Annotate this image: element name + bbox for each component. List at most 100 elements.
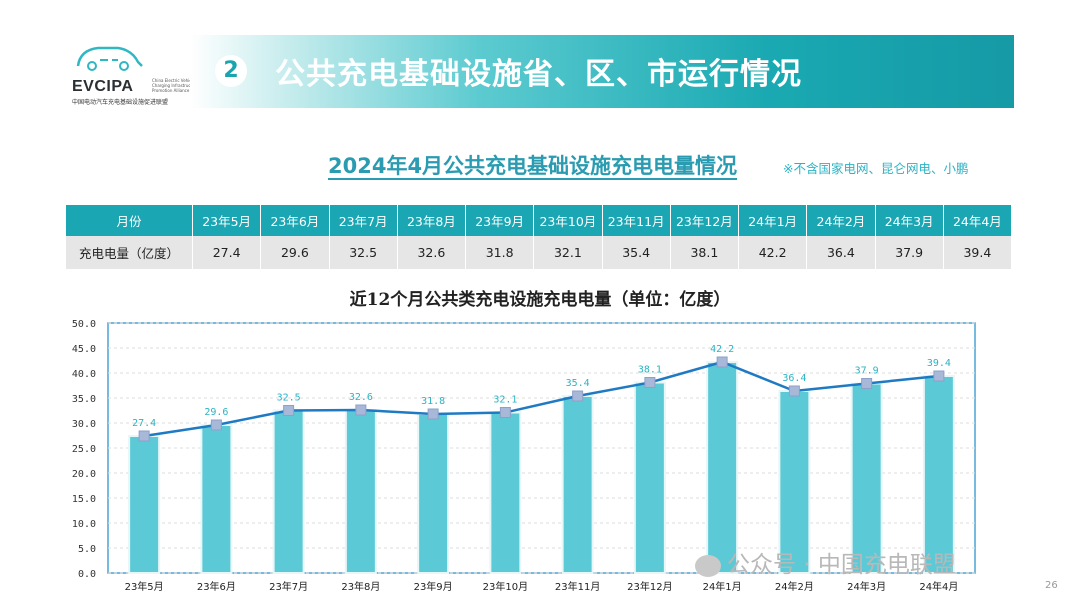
line-marker — [355, 404, 367, 416]
bar — [272, 409, 305, 574]
line-marker — [499, 407, 511, 418]
y-tick-label: 35.0 — [72, 394, 96, 405]
table-month-cell: 23年11月 — [602, 205, 671, 236]
table-value-cell: 42.2 — [738, 236, 808, 269]
bar — [922, 375, 955, 574]
table-month-cell: 23年7月 — [329, 205, 398, 236]
table-value-row: 充电电量（亿度） 27.4 29.6 32.5 32.6 31.8 32.1 3… — [66, 236, 1013, 269]
x-tick-label: 23年8月 — [341, 580, 380, 593]
data-label: 39.4 — [927, 358, 951, 369]
data-label: 42.2 — [710, 344, 734, 355]
data-label: 32.6 — [349, 392, 373, 403]
y-tick-label: 10.0 — [72, 519, 96, 530]
x-tick-label: 24年2月 — [775, 580, 814, 593]
line-marker — [933, 370, 945, 382]
report-subtitle: 2024年4月公共充电基础设施充电电量情况 — [328, 154, 738, 178]
table-month-cell: 24年2月 — [806, 205, 876, 236]
section-title: 公共充电基础设施省、区、市运行情况 — [275, 57, 802, 92]
bar — [706, 361, 739, 574]
data-label: 36.4 — [782, 373, 806, 384]
y-tick-label: 40.0 — [72, 369, 96, 380]
table-value-cell: 37.9 — [875, 236, 944, 269]
bar — [200, 424, 233, 574]
line-marker — [644, 377, 656, 388]
y-tick-label: 30.0 — [72, 419, 96, 430]
data-label: 32.5 — [277, 393, 301, 404]
data-label: 37.9 — [855, 366, 879, 377]
table-value-cell: 39.4 — [943, 236, 1013, 269]
data-label: 31.8 — [421, 396, 445, 407]
logo-subtext: China Electric Vehicle Charging Infrastr… — [152, 78, 199, 93]
bar — [344, 409, 377, 574]
bar — [633, 381, 666, 574]
table-month-cell: 23年6月 — [260, 205, 330, 236]
x-tick-label: 24年4月 — [919, 580, 958, 593]
car-plug-icon — [76, 46, 143, 71]
table-value-cell: 38.1 — [670, 236, 740, 269]
line-marker — [138, 430, 150, 442]
line-marker — [572, 390, 584, 402]
y-tick-label: 50.0 — [72, 319, 96, 330]
y-tick-label: 20.0 — [72, 469, 96, 480]
x-tick-label: 23年12月 — [627, 580, 672, 593]
page-number: 26 — [1045, 580, 1058, 591]
watermark-text: 公众号 · 中国充电联盟 — [727, 552, 956, 578]
table-month-cell: 24年3月 — [875, 205, 944, 236]
trend-line — [143, 360, 940, 438]
data-label: 38.1 — [638, 365, 662, 376]
table-value-cell: 27.4 — [192, 236, 262, 269]
bar — [417, 413, 450, 574]
line-marker — [788, 385, 800, 397]
y-tick-label: 0.0 — [78, 569, 96, 580]
line-marker — [861, 378, 873, 389]
table-month-cell: 24年1月 — [738, 205, 808, 236]
x-tick-label: 23年5月 — [125, 580, 164, 593]
line-marker — [210, 419, 222, 431]
table-value-cell: 32.5 — [329, 236, 398, 269]
y-tick-label: 15.0 — [72, 494, 96, 505]
table-month-cell: 23年12月 — [670, 205, 740, 236]
bar — [489, 411, 522, 574]
x-tick-label: 23年7月 — [269, 580, 308, 593]
bar — [778, 390, 811, 574]
table-value-cell: 31.8 — [465, 236, 535, 269]
chart-title: 近12个月公共类充电设施充电电量（单位：亿度） — [349, 290, 731, 310]
table-value-cell: 32.6 — [397, 236, 467, 269]
charging-volume-chart: 0.0 5.0 10.0 15.0 20.0 25.0 30.0 35.0 40.0 45.0 50… — [72, 319, 976, 593]
table-header-label: 月份 — [66, 205, 193, 236]
line-marker — [716, 356, 728, 368]
x-tick-label: 23年11月 — [555, 580, 600, 593]
data-label: 27.4 — [132, 418, 156, 429]
y-tick-label: 5.0 — [78, 544, 96, 555]
x-tick-label: 24年3月 — [847, 580, 886, 593]
table-row-label: 充电电量（亿度） — [66, 236, 193, 269]
bar — [561, 395, 594, 574]
x-tick-label: 23年6月 — [197, 580, 236, 593]
line-marker — [427, 408, 439, 420]
table-header-row: 月份 23年5月 23年6月 23年7月 23年8月 23年9月 23年10月 … — [66, 205, 1013, 236]
wechat-icon — [695, 554, 721, 577]
section-banner: 2 公共充电基础设施省、区、市运行情况 — [190, 35, 1014, 108]
logo-chinese-name: 中国电动汽车充电基础设施促进联盟 — [72, 99, 169, 106]
table-value-cell: 32.1 — [533, 236, 603, 269]
x-tick-label: 23年9月 — [414, 580, 453, 593]
table-value-cell: 35.4 — [602, 236, 671, 269]
section-number-badge: 2 — [215, 55, 247, 87]
evcipa-logo: EVCIPA China Electric Vehicle Charging I… — [62, 40, 199, 110]
table-month-cell: 23年8月 — [397, 205, 467, 236]
line-marker — [283, 405, 295, 416]
data-label: 32.1 — [493, 395, 517, 406]
monthly-charging-table: 月份 23年5月 23年6月 23年7月 23年8月 23年9月 23年10月 … — [66, 205, 1013, 269]
table-month-cell: 24年4月 — [943, 205, 1013, 236]
y-tick-label: 45.0 — [72, 344, 96, 355]
x-tick-label: 23年10月 — [483, 580, 528, 593]
table-value-cell: 29.6 — [260, 236, 330, 269]
y-tick-label: 25.0 — [72, 444, 96, 455]
data-label: 29.6 — [204, 407, 228, 418]
table-month-cell: 23年5月 — [192, 205, 262, 236]
table-month-cell: 23年10月 — [533, 205, 603, 236]
x-tick-label: 24年1月 — [703, 580, 742, 593]
watermark: 公众号 · 中国充电联盟 — [695, 545, 956, 579]
data-label: 35.4 — [566, 378, 590, 389]
bar — [850, 382, 883, 574]
